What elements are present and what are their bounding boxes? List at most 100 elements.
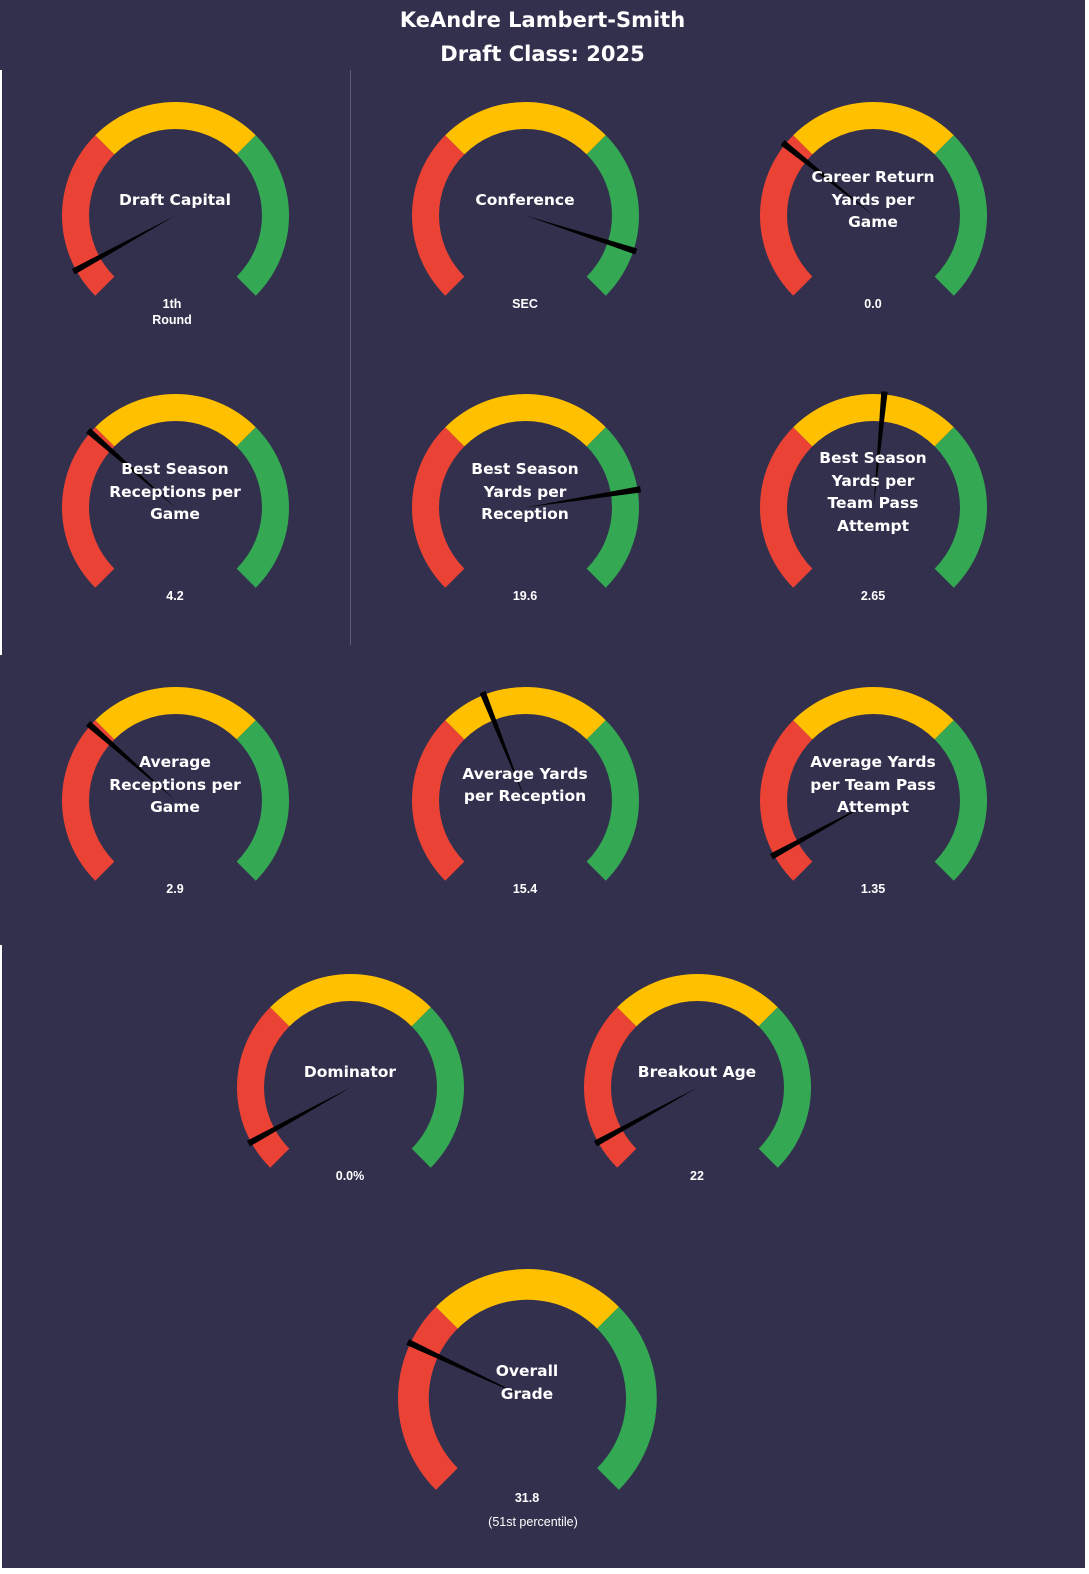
best-season-ypr-label-line: Reception [481, 505, 569, 524]
career-return-yards-low-band [759, 134, 812, 296]
average-receptions-gauge-svg [61, 686, 289, 881]
conference-label-line: Conference [475, 190, 575, 209]
dominator-label: Dominator [265, 1061, 435, 1084]
best-season-ytpa-high-band [934, 426, 987, 588]
best-season-receptions-label-line: Game [150, 505, 200, 524]
best-season-ytpa-value-line: 2.65 [860, 589, 886, 603]
best-season-ypr-label: Best Season Yards per Reception [440, 458, 610, 526]
average-receptions-label: Average Receptions per Game [90, 751, 260, 819]
career-return-yards-needle [780, 139, 873, 215]
average-ytpa-low-band [759, 719, 812, 881]
draft-capital-value-line: 1th [162, 297, 182, 311]
best-season-ypr-gauge: Best Season Yards per Reception 19.6 [372, 354, 679, 661]
dominator-gauge-svg [236, 973, 464, 1168]
overall-grade-label-line: Grade [500, 1384, 554, 1403]
best-season-receptions-label: Best Season Receptions per Game [90, 458, 260, 526]
draft-capital-gauge-svg [61, 101, 289, 296]
average-ypr-value-line: 15.4 [512, 882, 538, 896]
average-ytpa-label-line: Average Yards [810, 753, 936, 772]
best-season-ypr-label-line: Best Season [471, 460, 579, 479]
career-return-yards-high-band [934, 134, 987, 296]
average-receptions-gauge: Average Receptions per Game 2.9 [22, 647, 329, 954]
best-season-ytpa-label-line: Attempt [837, 516, 909, 535]
draft-capital-value: 1th Round [112, 297, 232, 328]
best-season-ypr-value-line: 19.6 [512, 589, 538, 603]
best-season-ytpa-label-line: Best Season [819, 449, 927, 467]
best-season-ypr-gauge-svg [411, 393, 641, 588]
player-name-title: KeAndre Lambert-Smith [399, 8, 686, 32]
overall-grade-percentile: (51st percentile) [488, 1515, 578, 1530]
left-edge-gap [0, 70, 2, 655]
average-receptions-label-line: Game [150, 798, 200, 817]
average-receptions-value-line: 2.9 [166, 882, 184, 896]
average-ytpa-label-line: per Team Pass [810, 775, 936, 794]
best-season-ypr-high-band [586, 426, 639, 588]
best-season-receptions-low-band [61, 426, 114, 588]
average-ypr-label: Average Yards per Reception [440, 763, 610, 808]
best-season-ytpa-gauge: Best Season Yards per Team Pass Attempt 2.65 [720, 354, 1027, 661]
average-receptions-mid-band [94, 686, 256, 739]
conference-low-band [411, 134, 464, 296]
breakout-age-gauge: Breakout Age 22 [544, 934, 851, 1241]
best-season-receptions-gauge: Best Season Receptions per Game 4.2 [22, 354, 329, 661]
average-ypr-label-line: Average Yards [462, 764, 588, 783]
average-ytpa-label-line: Attempt [837, 798, 909, 817]
dominator-gauge: Dominator 0.0% [197, 934, 504, 1241]
best-season-receptions-high-band [236, 426, 289, 588]
breakout-age-high-band [758, 1006, 811, 1168]
average-receptions-value: 2.9 [115, 882, 235, 898]
average-ytpa-mid-band [792, 686, 954, 739]
average-ytpa-gauge-svg [759, 686, 987, 881]
best-season-receptions-value-line: 4.2 [166, 589, 184, 603]
best-season-ytpa-label-line: Team Pass [827, 494, 919, 512]
career-return-yards-gauge-svg [759, 101, 987, 296]
best-season-ypr-low-band [411, 426, 464, 588]
section-divider [350, 70, 351, 645]
best-season-receptions-label-line: Best Season [121, 460, 229, 479]
average-ytpa-needle [769, 800, 873, 859]
breakout-age-value-line: 22 [690, 1169, 704, 1183]
career-return-yards-label: Career Return Yards per Game [788, 166, 958, 234]
best-season-ytpa-label-line: Yards per [831, 471, 915, 490]
average-ypr-high-band [586, 719, 639, 881]
best-season-receptions-gauge-svg [61, 393, 289, 588]
overall-grade-gauge: Overall Grade 31.8 (51st percentile) [358, 1229, 697, 1568]
conference-needle [525, 215, 637, 255]
draft-capital-value-line: Round [152, 312, 192, 327]
dominator-mid-band [269, 973, 431, 1026]
breakout-age-mid-band [616, 973, 778, 1026]
conference-gauge-svg [411, 101, 639, 296]
overall-grade-low-band [397, 1306, 458, 1490]
dominator-high-band [411, 1006, 464, 1168]
dominator-needle [246, 1087, 350, 1146]
best-season-ypr-mid-band [444, 393, 606, 446]
dominator-value-line: 0.0% [335, 1169, 365, 1183]
overall-grade-gauge-svg [397, 1268, 657, 1490]
conference-high-band [586, 134, 639, 296]
best-season-ytpa-gauge-svg [759, 390, 987, 588]
career-return-yards-label-line: Yards per [831, 190, 915, 209]
average-receptions-needle [85, 720, 175, 800]
breakout-age-gauge-svg [583, 973, 811, 1168]
career-return-yards-mid-band [792, 101, 954, 154]
breakout-age-label-line: Breakout Age [637, 1062, 757, 1081]
best-season-receptions-mid-band [94, 393, 256, 446]
left-edge-gap [0, 945, 2, 1570]
draft-capital-label: Draft Capital [90, 189, 260, 212]
overall-grade-label-line: Overall [495, 1362, 559, 1381]
conference-mid-band [444, 101, 606, 154]
average-ytpa-high-band [934, 719, 987, 881]
breakout-age-needle [593, 1087, 697, 1146]
career-return-yards-label-line: Career Return [811, 168, 935, 187]
breakout-age-value: 22 [637, 1169, 757, 1185]
breakout-age-label: Breakout Age [612, 1061, 782, 1084]
overall-grade-value: 31.8 [467, 1491, 587, 1507]
average-ypr-needle [479, 690, 525, 800]
conference-label: Conference [440, 189, 610, 212]
average-receptions-label-line: Receptions per [109, 775, 241, 794]
average-ypr-gauge-svg [411, 686, 639, 881]
average-ypr-label-line: per Reception [463, 787, 587, 805]
best-season-ypr-label-line: Yards per [483, 482, 567, 501]
best-season-ypr-needle [525, 485, 641, 507]
